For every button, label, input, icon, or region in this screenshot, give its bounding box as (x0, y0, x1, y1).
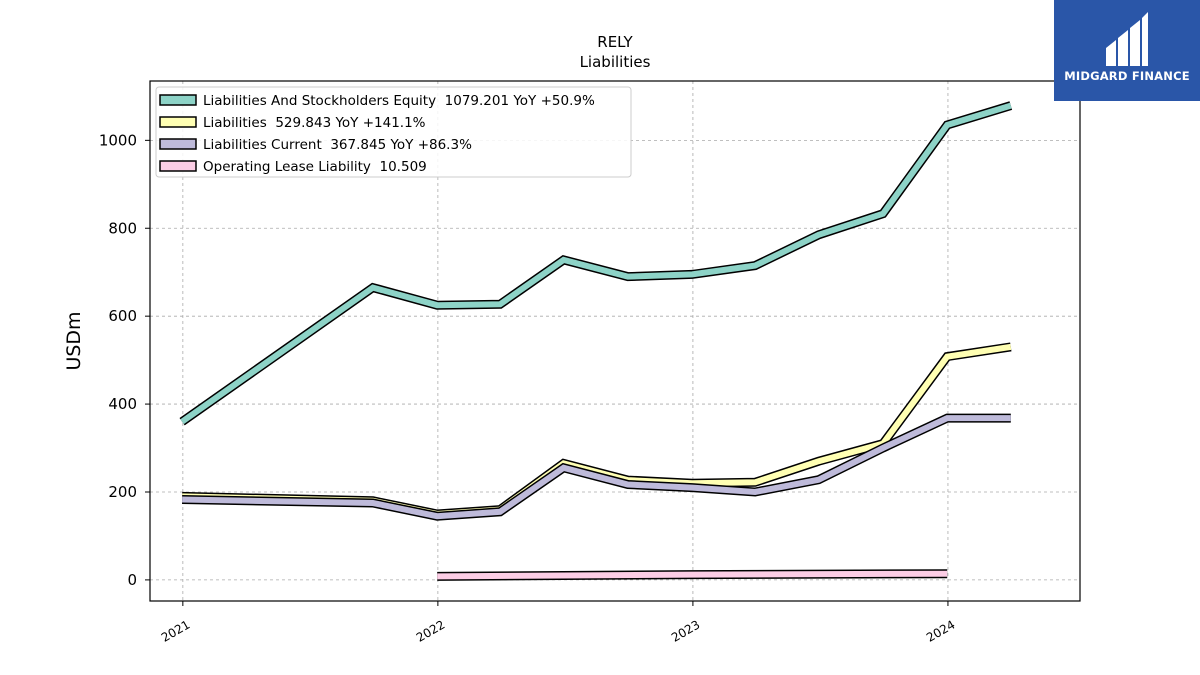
legend-swatch (159, 160, 197, 172)
plot-frame (149, 80, 1081, 602)
chart-title: RELY (597, 33, 633, 51)
y-tick-label: 200 (108, 483, 137, 501)
y-tick-label: 0 (127, 571, 137, 589)
legend-label: Operating Lease Liability 10.509 (203, 159, 427, 175)
series-lines (179, 101, 1013, 581)
y-tick-label: 1000 (99, 131, 137, 149)
legend-label: Liabilities Current 367.845 YoY +86.3% (203, 137, 472, 153)
x-axis: 2021 2022 2023 2024 (159, 601, 957, 645)
logo-text: MIDGARD FINANCE (1064, 69, 1190, 83)
series-line-3 (182, 415, 1011, 520)
y-tick-label: 400 (108, 395, 137, 413)
series-line-2 (182, 343, 1012, 518)
y-axis: 0 200 400 600 800 1000 (99, 131, 150, 589)
x-tick-label: 2022 (414, 617, 447, 644)
y-tick-label: 600 (108, 307, 137, 325)
legend-box (155, 86, 632, 178)
x-tick-label: 2021 (159, 617, 192, 644)
legend-swatch (159, 116, 197, 128)
series-line-outline (181, 342, 1012, 519)
midgard-logo-icon (1106, 12, 1148, 66)
y-tick-label: 800 (108, 219, 137, 237)
legend-label: Liabilities And Stockholders Equity 1079… (203, 93, 595, 109)
y-axis-label: USDm (63, 311, 85, 370)
series-line-1 (180, 102, 1012, 425)
x-tick-label: 2023 (669, 617, 702, 644)
x-tick-label: 2024 (924, 617, 957, 644)
legend: Liabilities And Stockholders Equity 1079… (155, 86, 632, 178)
legend-swatch (159, 94, 197, 106)
chart-subtitle: Liabilities (580, 53, 651, 71)
legend-label: Liabilities 529.843 YoY +141.1% (203, 115, 426, 131)
series-line-4 (437, 570, 948, 580)
legend-swatch (159, 138, 197, 150)
brand-logo: MIDGARD FINANCE (1054, 0, 1200, 101)
